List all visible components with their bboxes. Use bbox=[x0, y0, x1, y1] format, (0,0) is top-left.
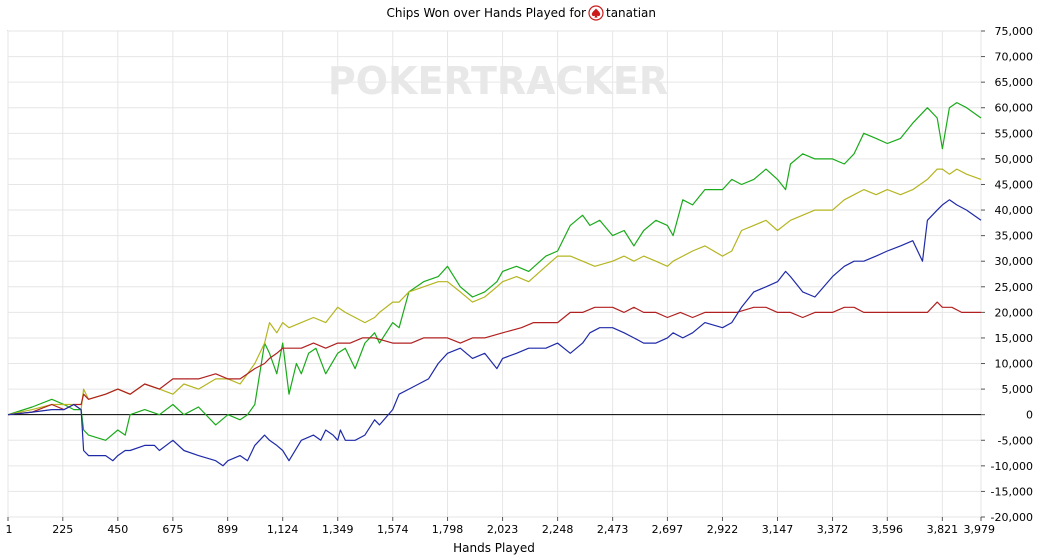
y-tick-label: 65,000 bbox=[995, 76, 1034, 89]
series-line-3 bbox=[7, 301, 981, 416]
y-tick-label: 75,000 bbox=[995, 25, 1034, 38]
pokerstars-spade-icon bbox=[588, 5, 604, 21]
y-tick-label: 45,000 bbox=[995, 178, 1034, 191]
y-tick-label: 5,000 bbox=[1002, 383, 1034, 396]
x-axis-title: Hands Played bbox=[453, 541, 535, 555]
x-tick-label: 2,697 bbox=[652, 523, 684, 536]
chart-title: Chips Won over Hands Played for bbox=[386, 6, 586, 20]
x-tick-label: 2,023 bbox=[487, 523, 519, 536]
x-tick-label: 2,473 bbox=[597, 523, 629, 536]
x-tick-label: 2,248 bbox=[542, 523, 574, 536]
series-line-4 bbox=[7, 199, 982, 467]
series-line-2 bbox=[7, 168, 982, 416]
y-tick-label: 25,000 bbox=[995, 281, 1034, 294]
x-tick-label: 3,979 bbox=[964, 523, 996, 536]
x-tick-label: 3,821 bbox=[927, 523, 959, 536]
y-tick-label: 55,000 bbox=[995, 127, 1034, 140]
x-tick-label: 450 bbox=[107, 523, 128, 536]
y-tick-label: 0 bbox=[1026, 409, 1033, 422]
x-tick-label: 3,372 bbox=[817, 523, 849, 536]
x-tick-label: 3,596 bbox=[872, 523, 904, 536]
player-name: tanatian bbox=[606, 6, 656, 20]
x-tick-label: 225 bbox=[52, 523, 73, 536]
x-tick-label: 1,124 bbox=[267, 523, 299, 536]
y-tick-label: 15,000 bbox=[995, 332, 1034, 345]
watermark: POKERTRACKER bbox=[328, 59, 668, 103]
x-tick-label: 899 bbox=[217, 523, 238, 536]
x-tick-label: 1 bbox=[6, 523, 13, 536]
y-tick-label: 30,000 bbox=[995, 255, 1034, 268]
series-lines bbox=[7, 101, 982, 467]
x-tick-label: 3,147 bbox=[762, 523, 794, 536]
y-tick-label: 70,000 bbox=[995, 51, 1034, 64]
series-line-1 bbox=[7, 101, 982, 441]
y-tick-label: -10,000 bbox=[991, 460, 1033, 473]
x-tick-label: 1,574 bbox=[377, 523, 409, 536]
y-axis: 75,000 70,000 65,000 60,000 55,000 50,000 45,0… bbox=[981, 25, 1033, 524]
y-tick-label: -15,000 bbox=[991, 485, 1033, 498]
x-tick-label: 1,349 bbox=[322, 523, 354, 536]
y-tick-label: 60,000 bbox=[995, 102, 1034, 115]
y-tick-label: 20,000 bbox=[995, 306, 1034, 319]
y-tick-label: -5,000 bbox=[998, 434, 1033, 447]
y-tick-label: -20,000 bbox=[991, 511, 1033, 524]
y-tick-label: 50,000 bbox=[995, 153, 1034, 166]
x-tick-label: 675 bbox=[162, 523, 183, 536]
x-tick-label: 1,798 bbox=[432, 523, 464, 536]
x-tick-label: 2,922 bbox=[707, 523, 739, 536]
y-tick-label: 40,000 bbox=[995, 204, 1034, 217]
x-axis: 1 225 450 675 899 1,124 1,349 1,574 1,798 2,023 2,… bbox=[6, 517, 996, 536]
y-tick-label: 10,000 bbox=[995, 358, 1034, 371]
y-tick-label: 35,000 bbox=[995, 230, 1034, 243]
plot-area bbox=[7, 30, 982, 518]
chart-title-group: Chips Won over Hands Played for tanatian bbox=[386, 5, 656, 21]
